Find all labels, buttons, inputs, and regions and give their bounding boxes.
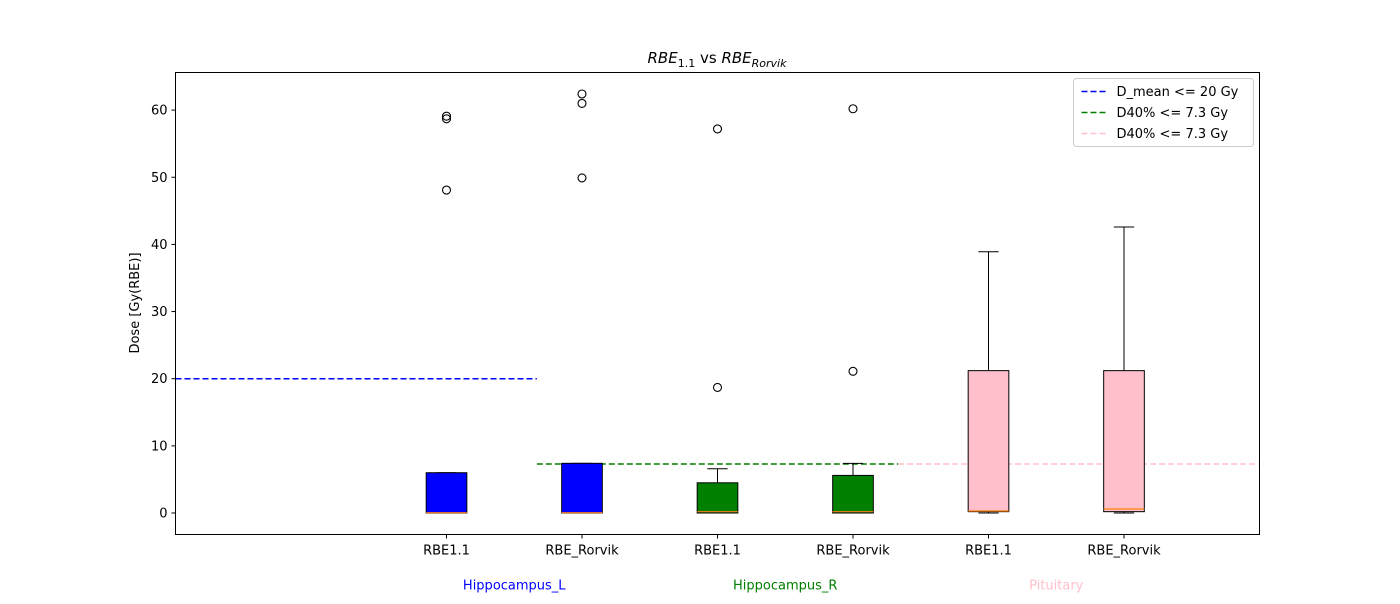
- x-tick-label: RBE1.1: [965, 544, 1012, 559]
- group-label: Hippocampus_R: [733, 579, 837, 594]
- y-tick-label: 10: [151, 439, 168, 454]
- y-axis-label: Dose [Gy(RBE)]: [128, 252, 143, 353]
- outlier-point: [848, 104, 858, 114]
- box: [561, 462, 603, 514]
- box: [967, 370, 1010, 513]
- outlier-point: [577, 173, 587, 183]
- group-label: Pituitary: [1029, 579, 1084, 594]
- outlier-point: [441, 111, 452, 121]
- x-tick-label: RBE_Rorvik: [545, 544, 619, 559]
- group-label: Hippocampus_L: [463, 579, 566, 594]
- legend-label: D_mean <= 20 Gy: [1117, 85, 1239, 100]
- legend-box: [1073, 78, 1254, 147]
- y-tick-label: 60: [151, 104, 168, 119]
- plot-frame: [175, 72, 1260, 535]
- outlier-point: [441, 185, 452, 195]
- box: [832, 474, 874, 514]
- outlier-point: [712, 124, 723, 134]
- outlier-point: [848, 366, 858, 376]
- outlier-point: [712, 382, 723, 392]
- box: [696, 482, 739, 514]
- outlier-point: [441, 114, 452, 124]
- legend-label: D40% <= 7.3 Gy: [1117, 127, 1229, 142]
- box: [425, 472, 468, 514]
- x-tick-label: RBE1.1: [694, 544, 741, 559]
- y-tick-label: 40: [151, 238, 168, 253]
- y-tick-label: 50: [151, 171, 168, 186]
- y-tick-label: 30: [151, 305, 168, 320]
- y-tick-label: 20: [151, 372, 168, 387]
- outlier-point: [577, 98, 587, 108]
- outlier-point: [577, 89, 587, 99]
- y-tick-label: 0: [159, 507, 167, 522]
- legend-label: D40% <= 7.3 Gy: [1117, 106, 1229, 121]
- chart-title: RBE1.1 vs RBERorvik: [648, 49, 788, 70]
- x-tick-label: RBE_Rorvik: [1087, 544, 1161, 559]
- box: [1103, 370, 1145, 513]
- x-tick-label: RBE_Rorvik: [816, 544, 890, 559]
- x-tick-label: RBE1.1: [423, 544, 470, 559]
